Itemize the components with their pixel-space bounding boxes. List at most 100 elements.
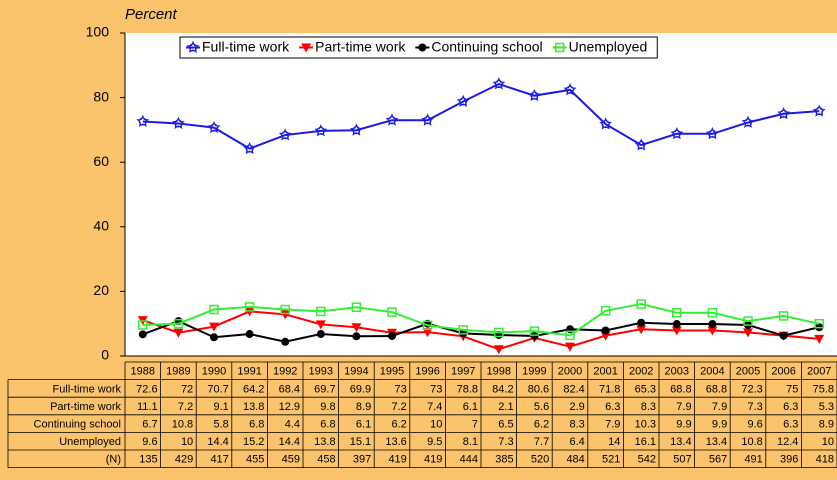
- table-cell: 419: [424, 454, 442, 466]
- marker: [636, 325, 647, 335]
- table-cell: 7.9: [676, 401, 691, 413]
- marker-ring: [352, 126, 361, 135]
- marker-star: [278, 128, 292, 141]
- marker: [301, 43, 312, 53]
- row-label: (N): [106, 454, 121, 466]
- x-tick-label: 2003: [665, 366, 689, 378]
- marker: [708, 320, 717, 329]
- marker: [529, 326, 540, 336]
- table-cell: 72.6: [136, 383, 157, 395]
- table-cell: 9.5: [427, 436, 442, 448]
- x-tick-label: 1990: [202, 366, 226, 378]
- x-tick-label: 1998: [487, 366, 511, 378]
- marker: [280, 310, 291, 320]
- table-cell: 11.1: [137, 401, 158, 413]
- table-cell: 68.4: [279, 383, 300, 395]
- table-cell: 6.1: [356, 419, 371, 431]
- table-cell: 9.8: [320, 401, 335, 413]
- table-cell: 13.8: [243, 401, 264, 413]
- series-line: [142, 302, 820, 337]
- marker-ring: [672, 129, 681, 138]
- table-cell: 64.2: [243, 383, 264, 395]
- table-cell: 15.1: [350, 436, 371, 448]
- table-cell: 5.8: [214, 419, 229, 431]
- table-cell: 80.6: [528, 383, 549, 395]
- table-cell: 8.1: [463, 436, 478, 448]
- x-tick-label: 2006: [771, 366, 795, 378]
- marker-star: [456, 94, 470, 107]
- table-cell: 6.5: [498, 419, 513, 431]
- table-cell: 5.3: [819, 401, 834, 413]
- marker-star: [527, 88, 541, 102]
- marker: [493, 345, 504, 355]
- marker: [779, 331, 788, 340]
- table-cell: 13.6: [385, 436, 406, 448]
- table-cell: 6.7: [142, 419, 157, 431]
- series-line: [142, 82, 820, 150]
- marker-star: [812, 104, 826, 117]
- marker: [634, 138, 648, 151]
- marker-star: [243, 141, 257, 155]
- marker-ring: [708, 129, 717, 138]
- y-tick-label: 40: [93, 218, 109, 234]
- table-cell: 65.3: [635, 383, 656, 395]
- marker: [244, 307, 255, 317]
- table-cell: 12.9: [279, 401, 300, 413]
- x-tick-label: 1996: [415, 366, 439, 378]
- marker-star: [171, 116, 185, 129]
- table-cell: 78.8: [457, 383, 478, 395]
- table-cell: 9.6: [142, 436, 157, 448]
- marker: [600, 331, 611, 341]
- table-cell: 444: [460, 454, 478, 466]
- x-tick-label: 2007: [807, 366, 831, 378]
- y-tick-label: 100: [86, 24, 110, 40]
- table-cell: 4.4: [285, 419, 300, 431]
- marker-star: [136, 114, 150, 128]
- marker-ring: [637, 141, 646, 150]
- table-cell: 75.8: [813, 383, 834, 395]
- table-cell: 9.6: [748, 419, 763, 431]
- row-label: Unemployed: [59, 436, 121, 448]
- marker: [314, 124, 328, 137]
- table-cell: 491: [744, 454, 762, 466]
- legend-label: Part-time work: [315, 39, 406, 55]
- marker: [422, 320, 433, 331]
- x-tick-label: 1991: [237, 366, 261, 378]
- marker: [209, 322, 219, 332]
- marker-ring: [316, 126, 325, 135]
- marker-ring: [388, 116, 396, 125]
- table-cell: 418: [816, 454, 834, 466]
- table-cell: 484: [566, 454, 584, 466]
- marker-ring: [281, 131, 290, 140]
- x-tick-label: 2005: [736, 366, 760, 378]
- table-cell: 7.9: [605, 419, 620, 431]
- marker: [136, 114, 150, 128]
- table-cell: 75: [786, 383, 798, 395]
- table-cell: 14.4: [207, 436, 228, 448]
- table-cell: 5.6: [534, 401, 549, 413]
- table-cell: 7.3: [498, 436, 513, 448]
- marker: [456, 94, 470, 107]
- table-cell: 69.9: [350, 383, 371, 395]
- marker: [814, 334, 825, 344]
- table-cell: 9.1: [214, 401, 229, 413]
- marker: [670, 127, 684, 140]
- table-cell: 6.2: [392, 419, 407, 431]
- table-cell: 13.4: [706, 436, 727, 448]
- marker: [743, 316, 753, 326]
- table-cell: 6.1: [463, 401, 478, 413]
- table-cell: 10: [430, 419, 442, 431]
- table-cell: 14.4: [279, 436, 300, 448]
- x-tick-label: 2001: [593, 366, 617, 378]
- table-cell: 507: [673, 454, 691, 466]
- table-cell: 135: [139, 454, 157, 466]
- x-tick-label: 1989: [166, 366, 190, 378]
- marker: [777, 107, 791, 120]
- table-cell: 521: [602, 454, 620, 466]
- table-cell: 396: [780, 454, 798, 466]
- table-cell: 6.2: [534, 419, 549, 431]
- marker: [812, 104, 826, 117]
- table-cell: 10.3: [635, 419, 656, 431]
- marker: [672, 320, 681, 329]
